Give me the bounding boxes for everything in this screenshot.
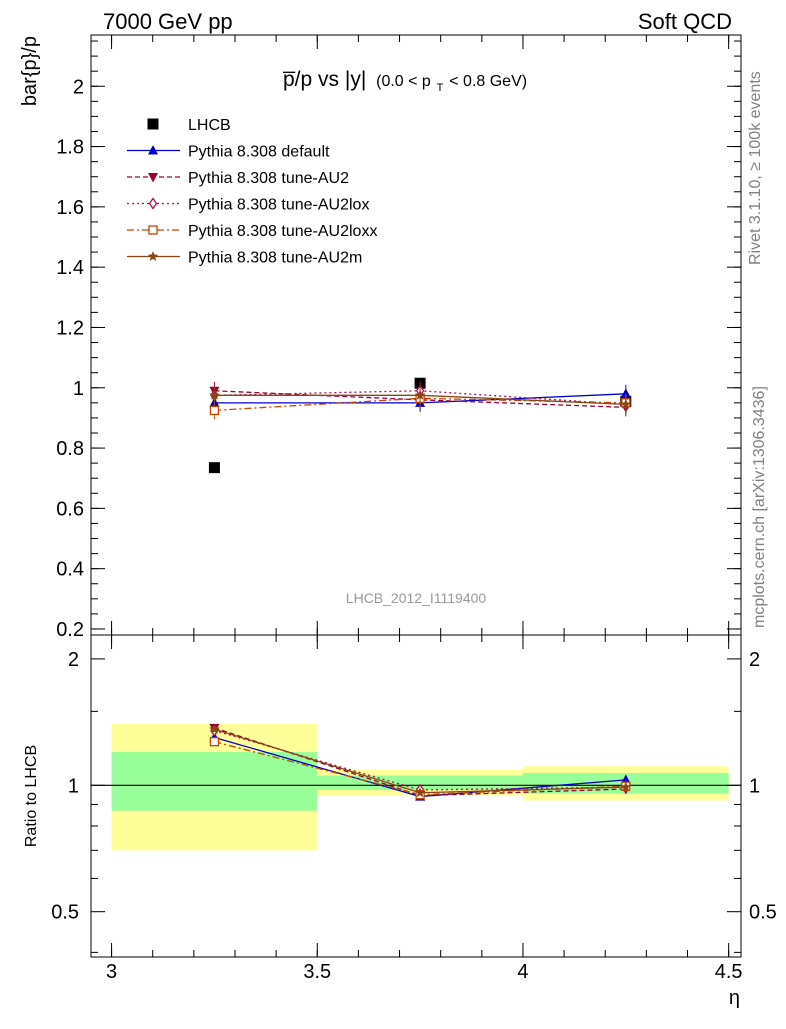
legend-marker bbox=[147, 251, 159, 261]
main-ytick-label: 2 bbox=[73, 76, 84, 98]
plot-title: p̅/p vs |y| (0.0 < p T < 0.8 GeV) bbox=[282, 68, 527, 96]
ratio-plot-frame bbox=[90, 634, 742, 958]
analysis-watermark: LHCB_2012_I1119400 bbox=[346, 590, 487, 606]
main-ytick-label: 0.8 bbox=[56, 438, 84, 460]
plot-title-cut-post: < 0.8 GeV) bbox=[449, 73, 527, 90]
legend-label: LHCB bbox=[188, 117, 231, 134]
legend-label: Pythia 8.308 tune-AU2lox bbox=[188, 197, 369, 214]
ratio-ytick-label: 1 bbox=[68, 775, 79, 797]
legend-marker bbox=[148, 225, 158, 235]
ratio-ytick-label: 2 bbox=[68, 649, 79, 671]
legend: LHCB Pythia 8.308 default Pythia 8.308 tun… bbox=[127, 117, 377, 267]
main-ytick-label: 0.2 bbox=[56, 619, 84, 641]
ratio-series bbox=[209, 723, 632, 802]
main-series bbox=[208, 377, 632, 474]
xtick-label: 3 bbox=[106, 961, 117, 983]
legend-marker bbox=[148, 197, 158, 210]
main-ytick-label: 0.6 bbox=[56, 498, 84, 520]
legend-label: Pythia 8.308 tune-AU2 bbox=[188, 170, 349, 187]
plot-title-main: p̅/p vs |y| bbox=[282, 68, 366, 91]
ratio-ytick-label-right: 1 bbox=[749, 775, 760, 797]
ratio-ytick-label: 0.5 bbox=[51, 902, 79, 924]
header-right: Soft QCD bbox=[638, 9, 732, 34]
xtick-label: 4 bbox=[517, 961, 528, 983]
ratio-ytick-label-right: 2 bbox=[749, 649, 760, 671]
xaxis-label: η bbox=[729, 987, 740, 1009]
header-left: 7000 GeV pp bbox=[103, 9, 233, 34]
series-marker bbox=[620, 388, 631, 398]
ratio-band-green bbox=[111, 752, 318, 811]
legend-label: Pythia 8.308 tune-AU2loxx bbox=[188, 223, 377, 240]
legend-marker bbox=[148, 173, 158, 183]
xtick-label: 4.5 bbox=[715, 961, 743, 983]
series-line bbox=[214, 390, 626, 409]
ratio-marker bbox=[209, 723, 220, 734]
legend-marker bbox=[148, 145, 158, 155]
data-point bbox=[208, 462, 220, 474]
main-ytick-label: 0.4 bbox=[56, 559, 84, 581]
legend-label: Pythia 8.308 default bbox=[188, 144, 330, 161]
legend-label: Pythia 8.308 tune-AU2m bbox=[188, 250, 362, 267]
main-ytick-label: 1.4 bbox=[56, 257, 84, 279]
series-marker bbox=[209, 405, 220, 416]
ratio-ylabel: Ratio to LHCB bbox=[23, 745, 40, 847]
ratio-marker bbox=[414, 787, 426, 798]
main-ylabel: bar{p}/p bbox=[19, 36, 41, 106]
mcplots-label: mcplots.cern.ch [arXiv:1306.3436] bbox=[751, 386, 768, 628]
ratio-ytick-label-right: 0.5 bbox=[749, 902, 777, 924]
axis-ticks: 0.2 0.4 0.6 0.8 1 1.2 1.4 1.6 1.8 2 0.5 0.5 1 1 2 2 3 3.5… bbox=[51, 35, 777, 983]
main-ytick-label: 1 bbox=[73, 378, 84, 400]
ratio-marker bbox=[620, 781, 632, 792]
series-marker bbox=[620, 398, 632, 409]
ratio-marker bbox=[209, 737, 220, 747]
ratio-marker bbox=[620, 774, 631, 784]
plot-title-cut-sub: T bbox=[437, 82, 444, 94]
main-ytick-label: 1.6 bbox=[56, 197, 84, 219]
ratio-bands bbox=[91, 723, 741, 851]
series-marker bbox=[414, 389, 426, 400]
series-marker bbox=[209, 389, 220, 400]
main-ytick-label: 1.8 bbox=[56, 137, 84, 159]
main-ytick-label: 1.2 bbox=[56, 317, 84, 339]
rivet-label: Rivet 3.1.10, ≥ 100k events bbox=[747, 71, 764, 265]
legend-marker bbox=[147, 118, 159, 130]
xtick-label: 3.5 bbox=[303, 961, 331, 983]
plot-title-cut: (0.0 < p bbox=[376, 73, 431, 90]
